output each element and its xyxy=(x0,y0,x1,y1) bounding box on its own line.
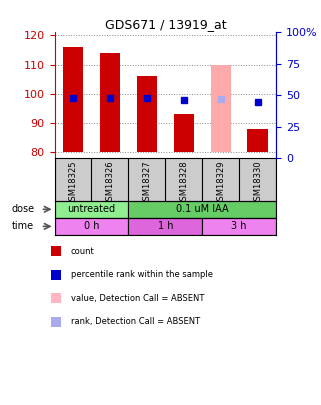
Bar xyxy=(63,47,83,152)
Bar xyxy=(174,114,194,152)
Bar xyxy=(128,218,202,235)
Bar xyxy=(137,76,157,152)
Text: 0 h: 0 h xyxy=(84,222,99,231)
Text: GSM18330: GSM18330 xyxy=(253,160,262,206)
Title: GDS671 / 13919_at: GDS671 / 13919_at xyxy=(105,18,226,31)
Bar xyxy=(55,201,128,218)
Text: rank, Detection Call = ABSENT: rank, Detection Call = ABSENT xyxy=(71,317,200,326)
Text: 3 h: 3 h xyxy=(231,222,247,231)
Text: time: time xyxy=(12,222,34,231)
Text: untreated: untreated xyxy=(67,204,116,214)
Text: GSM18326: GSM18326 xyxy=(105,160,115,206)
Bar xyxy=(202,218,276,235)
Text: percentile rank within the sample: percentile rank within the sample xyxy=(71,270,213,279)
Text: value, Detection Call = ABSENT: value, Detection Call = ABSENT xyxy=(71,294,204,303)
Bar xyxy=(100,53,120,152)
Bar xyxy=(247,129,268,152)
Text: 1 h: 1 h xyxy=(158,222,173,231)
Bar xyxy=(211,64,231,152)
Text: GSM18327: GSM18327 xyxy=(142,160,152,206)
Text: dose: dose xyxy=(11,204,34,214)
Text: 0.1 uM IAA: 0.1 uM IAA xyxy=(176,204,229,214)
Bar xyxy=(128,201,276,218)
Bar xyxy=(55,218,128,235)
Text: GSM18329: GSM18329 xyxy=(216,160,225,206)
Text: GSM18325: GSM18325 xyxy=(68,160,78,206)
Text: count: count xyxy=(71,247,94,256)
Text: GSM18328: GSM18328 xyxy=(179,160,188,206)
